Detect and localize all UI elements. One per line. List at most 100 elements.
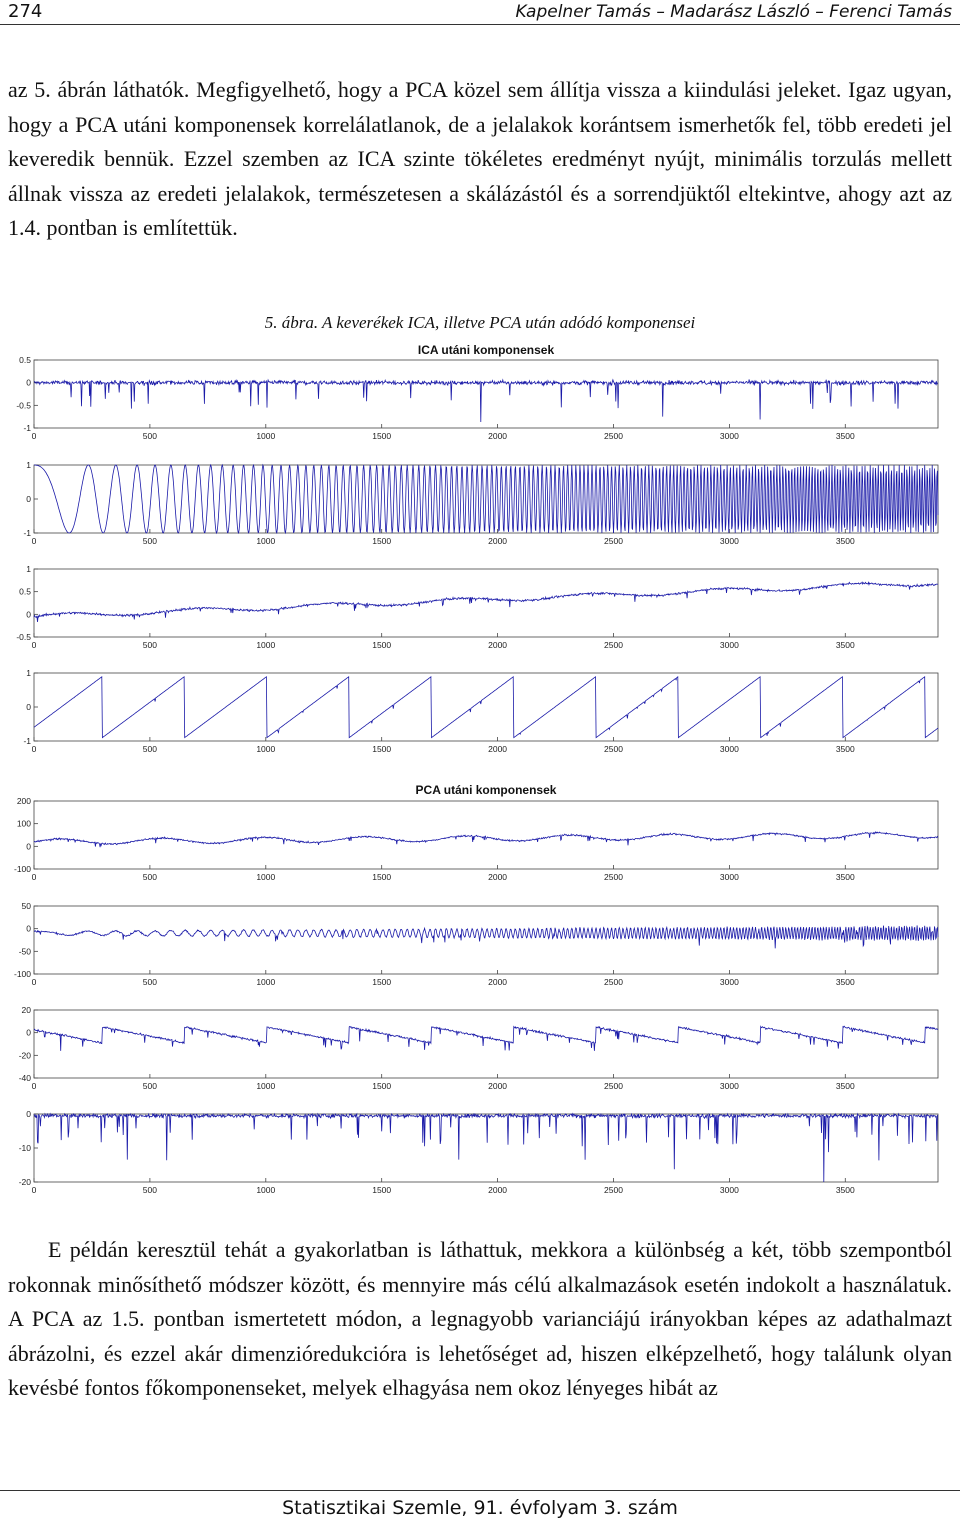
signal-line bbox=[33, 1112, 939, 1183]
panel-frame bbox=[33, 905, 939, 975]
body-paragraph-1: az 5. ábrán láthatók. Megfigyelhető, hog… bbox=[8, 77, 952, 240]
figure-caption: 5. ábra. A keverékek ICA, illetve PCA ut… bbox=[0, 313, 960, 333]
x-tick-label: 1000 bbox=[256, 744, 275, 754]
signal-line bbox=[34, 925, 939, 949]
x-tick-label: 3500 bbox=[836, 744, 855, 754]
y-tick-label: -0.5 bbox=[16, 400, 31, 410]
page-footer: Statisztikai Szemle, 91. évfolyam 3. szá… bbox=[0, 1490, 960, 1524]
x-tick-label: 3000 bbox=[720, 1081, 739, 1091]
x-tick-label: 1000 bbox=[256, 536, 275, 546]
x-tick-label: 0 bbox=[32, 536, 37, 546]
x-tick-label: 500 bbox=[143, 872, 157, 882]
x-tick-label: 3000 bbox=[720, 872, 739, 882]
x-tick-label: 1000 bbox=[256, 872, 275, 882]
figure-caption-text: A keverékek ICA, illetve PCA után adódó … bbox=[322, 313, 696, 332]
x-tick-label: 1500 bbox=[372, 640, 391, 650]
signal-line bbox=[33, 831, 939, 848]
x-tick-label: 1000 bbox=[256, 977, 275, 987]
x-tick-label: 0 bbox=[32, 872, 37, 882]
y-tick-label: 20 bbox=[22, 1005, 32, 1015]
y-tick-label: -1 bbox=[23, 423, 31, 433]
y-tick-label: -100 bbox=[14, 864, 31, 874]
x-tick-label: 3000 bbox=[720, 744, 739, 754]
x-tick-label: 1500 bbox=[372, 1185, 391, 1195]
x-tick-label: 3000 bbox=[720, 431, 739, 441]
body-paragraph-2: E példán keresztül tehát a gyakorlatban … bbox=[8, 1237, 952, 1400]
chart-panel: 200-20-400 500 1000 1500 2000 2500 3000 3500 bbox=[19, 1005, 939, 1091]
x-tick-label: 2500 bbox=[604, 1185, 623, 1195]
x-tick-label: 0 bbox=[32, 744, 37, 754]
x-tick-label: 2000 bbox=[488, 1081, 507, 1091]
x-tick-label: 0 bbox=[32, 977, 37, 987]
x-tick-label: 1500 bbox=[372, 536, 391, 546]
y-tick-label: 0 bbox=[26, 494, 31, 504]
panel-frame bbox=[33, 1009, 939, 1079]
y-tick-label: 1 bbox=[26, 564, 31, 574]
signal-line bbox=[33, 675, 939, 739]
x-tick-label: 3000 bbox=[720, 640, 739, 650]
x-tick-label: 500 bbox=[143, 1081, 157, 1091]
y-tick-label: 100 bbox=[17, 819, 31, 829]
x-tick-label: 2000 bbox=[488, 1185, 507, 1195]
x-tick-label: 3000 bbox=[720, 977, 739, 987]
x-tick-label: 500 bbox=[143, 431, 157, 441]
y-tick-label: -50 bbox=[19, 946, 32, 956]
chart-panel: 0.50-0.5-10 500 1000 1500 2000 2500 3000 3500 bbox=[16, 355, 939, 441]
x-tick-label: 3500 bbox=[836, 977, 855, 987]
x-tick-label: 500 bbox=[143, 536, 157, 546]
y-tick-label: 0 bbox=[26, 378, 31, 388]
x-tick-label: 0 bbox=[32, 1185, 37, 1195]
signal-line bbox=[34, 463, 939, 535]
signal-line bbox=[33, 581, 939, 622]
x-tick-label: 1000 bbox=[256, 431, 275, 441]
x-tick-label: 1500 bbox=[372, 872, 391, 882]
y-tick-label: -40 bbox=[19, 1073, 32, 1083]
running-head: Kapelner Tamás – Madarász László – Feren… bbox=[515, 2, 953, 22]
page-header: 274 Kapelner Tamás – Madarász László – F… bbox=[0, 0, 960, 25]
x-tick-label: 500 bbox=[143, 744, 157, 754]
y-tick-label: 0 bbox=[26, 924, 31, 934]
y-tick-label: 0 bbox=[26, 1109, 31, 1119]
y-tick-label: 0 bbox=[26, 702, 31, 712]
panel-frame bbox=[33, 800, 939, 870]
x-tick-label: 1500 bbox=[372, 744, 391, 754]
x-tick-label: 1500 bbox=[372, 1081, 391, 1091]
x-tick-label: 3500 bbox=[836, 872, 855, 882]
x-tick-label: 1000 bbox=[256, 1185, 275, 1195]
y-tick-label: -20 bbox=[19, 1177, 32, 1187]
x-tick-label: 1500 bbox=[372, 977, 391, 987]
x-tick-label: 3000 bbox=[720, 536, 739, 546]
chart-panel: 10-10 500 1000 1500 2000 2500 3000 3500 bbox=[23, 668, 939, 754]
x-tick-label: 2500 bbox=[604, 872, 623, 882]
x-tick-label: 2500 bbox=[604, 536, 623, 546]
y-tick-label: 50 bbox=[22, 901, 32, 911]
y-tick-label: 0 bbox=[26, 841, 31, 851]
y-tick-label: 0 bbox=[26, 609, 31, 619]
x-tick-label: 2500 bbox=[604, 977, 623, 987]
x-tick-label: 2500 bbox=[604, 431, 623, 441]
page-number: 274 bbox=[8, 1, 43, 22]
y-tick-label: -1 bbox=[23, 736, 31, 746]
signal-line bbox=[34, 378, 939, 423]
chart-panel: 10-10 500 1000 1500 2000 2500 3000 3500 bbox=[23, 460, 939, 546]
y-tick-label: 200 bbox=[17, 796, 31, 806]
x-tick-label: 3500 bbox=[836, 1081, 855, 1091]
x-tick-label: 500 bbox=[143, 977, 157, 987]
y-tick-label: -0.5 bbox=[16, 632, 31, 642]
panel-frame bbox=[33, 359, 939, 429]
chart-panel: 10.50-0.50 500 1000 1500 2000 2500 3000 3500 bbox=[16, 564, 939, 650]
y-tick-label: -10 bbox=[19, 1143, 32, 1153]
x-tick-label: 2000 bbox=[488, 431, 507, 441]
x-tick-label: 0 bbox=[32, 1081, 37, 1091]
figure-label: 5. ábra. bbox=[264, 313, 319, 332]
panel-frame bbox=[33, 568, 939, 638]
x-tick-label: 3500 bbox=[836, 431, 855, 441]
x-tick-label: 1000 bbox=[256, 640, 275, 650]
x-tick-label: 1500 bbox=[372, 431, 391, 441]
y-tick-label: 0.5 bbox=[19, 355, 31, 365]
chart-panel: 0-10-200 500 1000 1500 2000 2500 3000 3500 bbox=[19, 1109, 939, 1195]
y-tick-label: -1 bbox=[23, 528, 31, 538]
x-tick-label: 3500 bbox=[836, 536, 855, 546]
x-tick-label: 2000 bbox=[488, 536, 507, 546]
